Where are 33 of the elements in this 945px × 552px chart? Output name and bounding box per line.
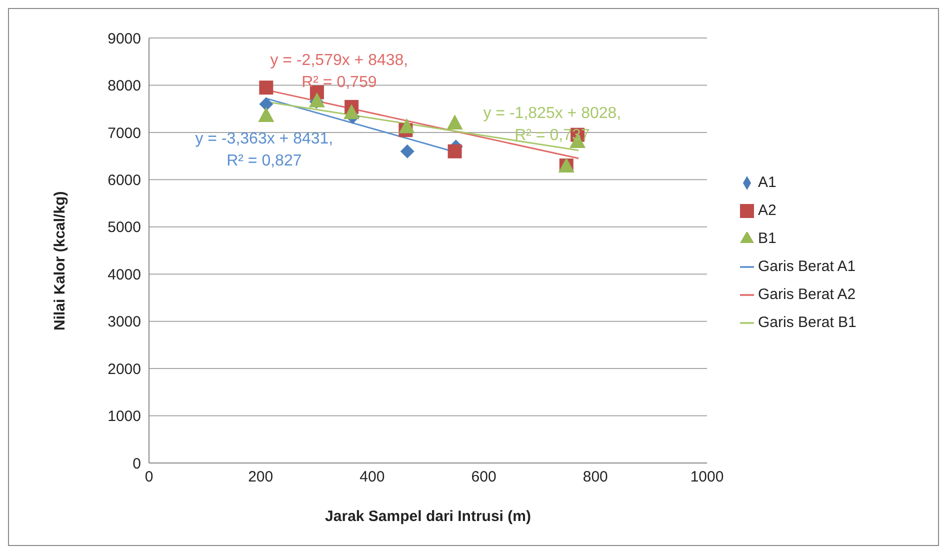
y-tick-label: 8000 — [108, 78, 141, 95]
legend-label: B1 — [758, 230, 776, 247]
legend-label: A2 — [758, 202, 776, 219]
point — [258, 106, 274, 122]
x-tick-label: 200 — [248, 468, 274, 486]
x-tick-label: 400 — [360, 468, 385, 486]
legend-label: Garis Berat A1 — [758, 258, 856, 275]
point — [259, 97, 274, 112]
y-tick-label: 3000 — [108, 314, 141, 331]
x-axis-title: Jarak Sampel dari Intrusi (m) — [325, 508, 531, 525]
point — [446, 114, 463, 130]
y-tick-label: 4000 — [108, 266, 141, 284]
legend-label: Garis Berat A2 — [758, 286, 856, 303]
y-tick-label: 5000 — [108, 219, 141, 236]
point — [400, 144, 414, 158]
y-tick-label: 7000 — [108, 124, 141, 142]
x-tick-label: 800 — [582, 468, 608, 486]
point — [344, 104, 360, 120]
y-axis-title: Nilai Kalor (kcal/kg) — [51, 191, 68, 330]
x-tick-label: 0 — [144, 468, 154, 486]
legend-label: Garis Berat B1 — [758, 314, 856, 331]
y-tick-label: 9000 — [108, 30, 141, 48]
point — [259, 80, 274, 95]
point — [448, 144, 462, 158]
x-tick-label: 600 — [471, 468, 496, 486]
y-tick-label: 2000 — [108, 360, 141, 378]
y-tick-label: 6000 — [108, 172, 141, 189]
point — [398, 118, 415, 134]
y-tick-label: 1000 — [108, 408, 141, 426]
x-tick-label: 1000 — [690, 468, 724, 486]
y-tick-label: 0 — [132, 455, 141, 472]
annotation: y = -3,363x + 8431, R² = 0,827 — [195, 130, 334, 170]
legend-label: A1 — [758, 174, 776, 191]
